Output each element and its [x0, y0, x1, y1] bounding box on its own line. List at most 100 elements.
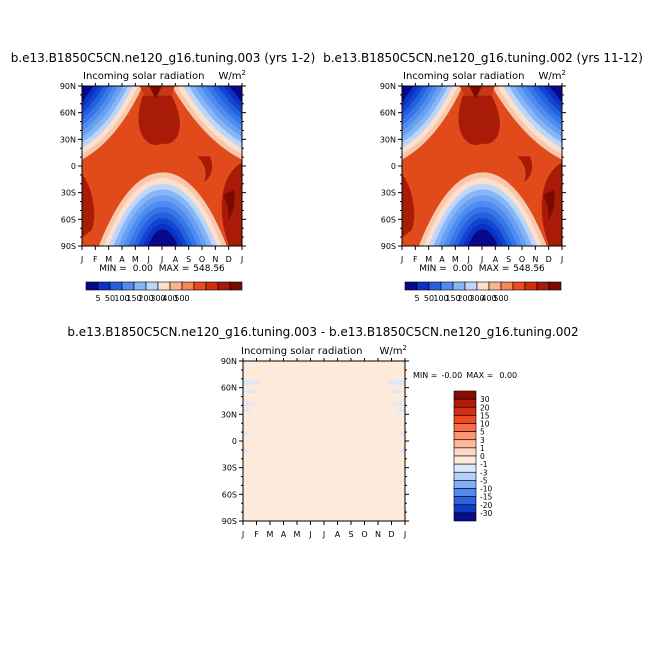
panel-2-colorbar-swatch	[524, 281, 538, 291]
panel-2-colorbar-swatch	[512, 281, 526, 291]
panel-3-x-tick-label: J	[241, 530, 244, 539]
panel-3-x-tick-label: N	[375, 530, 381, 539]
panel-2-plot-area	[402, 86, 562, 246]
panel-1-colorbar-swatch	[157, 281, 171, 291]
panel-3-units: W/m2	[380, 344, 407, 357]
panel-3-colorbar-swatch	[453, 406, 477, 416]
panel-3-x-tick-label: J	[308, 530, 311, 539]
panel-1-colorbar-swatch	[169, 281, 183, 291]
panel-1-colorbar-swatch	[193, 281, 207, 291]
panel-3-colorbar-swatch	[453, 512, 477, 522]
panel-3-contour-fill	[388, 380, 405, 385]
panel-3-contour-fill	[243, 409, 252, 413]
panel-2-colorbar-label: 200	[457, 294, 472, 303]
panel-2-x-tick-label: D	[546, 255, 552, 264]
panel-3-plot-area	[243, 361, 405, 521]
panel-2-colorbar-swatch	[476, 281, 490, 291]
panel-1-x-tick-label: F	[93, 255, 98, 264]
panel-1-contour-fill	[149, 86, 162, 99]
panel-1-y-tick-label: 30N	[60, 135, 76, 144]
panel-1-colorbar-label: 400	[162, 294, 177, 303]
panel-1-colorbar-label: 500	[174, 294, 189, 303]
panel-3-contour-fill	[243, 380, 260, 385]
panel-3-colorbar-swatch	[453, 463, 477, 473]
panel-2-x-tick-label: N	[532, 255, 538, 264]
panel-2-contour-fill	[458, 95, 500, 145]
panel-3-colorbar-swatch	[453, 504, 477, 514]
panel-1-colorbar-label: 150	[126, 294, 141, 303]
panel-3-colorbar-label: 20	[480, 403, 490, 412]
panel-3-y-tick-label: 90S	[222, 517, 237, 526]
panel-2-y-tick-label: 90S	[381, 242, 396, 251]
panel-1-x-tick-label: J	[80, 255, 83, 264]
panel-2-contour-fill	[469, 86, 482, 99]
panel-1-colorbar-label: 50	[105, 294, 115, 303]
panel-1-x-tick-label: A	[119, 255, 125, 264]
panel-1-colorbar-swatch	[85, 281, 99, 291]
panel-1-colorbar-swatch	[109, 281, 123, 291]
panel-1-colorbar-swatch	[97, 281, 111, 291]
panel-2-colorbar-swatch	[416, 281, 430, 291]
panel-2-colorbar-swatch	[404, 281, 418, 291]
panel-3-y-tick-label: 30N	[221, 410, 237, 419]
panel-2-y-tick-label: 0	[391, 162, 396, 171]
panel-2-y-tick-label: 90N	[380, 82, 396, 91]
panel-3-colorbar-swatch	[453, 415, 477, 424]
panel-1-contour-fill	[222, 190, 235, 222]
panel-1-colorbar-label: 5	[95, 294, 100, 303]
panel-3-colorbar-swatch	[453, 471, 477, 481]
panel-1-x-tick-label: M	[105, 255, 112, 264]
panel-3-colorbar-label: 0	[480, 452, 485, 461]
panel-3-colorbar-swatch	[453, 439, 477, 449]
panel-2-contour-fill	[542, 190, 555, 222]
panel-2-contour-fill	[517, 156, 533, 182]
panel-1-x-tick-label: S	[186, 255, 191, 264]
panel-2-colorbar-swatch	[440, 281, 454, 291]
panel-1-colorbar-swatch	[205, 281, 219, 291]
panel-3-x-tick-label: S	[348, 530, 353, 539]
panel-2-x-tick-label: M	[425, 255, 432, 264]
panel-3-stats: MIN = -0.00 MAX = 0.00	[413, 371, 517, 380]
panel-2-contour-fill	[402, 174, 415, 238]
panel-3-contour-fill	[400, 449, 405, 453]
panel-3-colorbar-label: -10	[480, 485, 492, 494]
panel-3-colorbar-label: -3	[480, 468, 488, 477]
panel-3-title: b.e13.B1850C5CN.ne120_g16.tuning.003 - b…	[67, 325, 578, 339]
panel-3-x-tick-label: A	[335, 530, 341, 539]
panel-1-colorbar-swatch	[181, 281, 195, 291]
panel-3-colorbar-swatch	[453, 455, 477, 465]
panel-3-y-tick-label: 60S	[222, 490, 237, 499]
panel-2-colorbar-label: 400	[481, 294, 496, 303]
panel-3-x-tick-label: M	[294, 530, 301, 539]
panel-3-y-tick-label: 60N	[221, 384, 237, 393]
panel-2-colorbar-swatch	[500, 281, 514, 291]
panel-3-colorbar-swatch	[453, 423, 477, 432]
panel-1-contour-fill	[138, 95, 180, 145]
panel-3-colorbar-label: -5	[480, 476, 488, 485]
panel-2-colorbar-label: 50	[424, 294, 434, 303]
panel-1-x-tick-label: N	[212, 255, 218, 264]
panel-1-y-tick-label: 90N	[60, 82, 76, 91]
panel-3-colorbar-swatch	[453, 447, 477, 457]
panel-2-y-tick-label: 30N	[380, 135, 396, 144]
panel-3-contour-fill	[243, 431, 250, 435]
panel-2-y-tick-label: 60S	[381, 215, 396, 224]
panel-3-contour-fill	[243, 402, 255, 406]
panel-1-plot-area	[82, 86, 242, 246]
panel-1-contour-fill	[147, 229, 178, 246]
panel-1-x-tick-label: J	[240, 255, 243, 264]
panel-3-colorbar-swatch	[453, 390, 477, 400]
panel-1-colorbar-swatch	[121, 281, 135, 291]
panel-3-y-tick-label: 30S	[222, 464, 237, 473]
panel-1-x-tick-label: J	[146, 255, 149, 264]
panel-1-contour-fill	[228, 86, 242, 103]
panel-3-background-fill	[243, 361, 405, 521]
panel-2-subtitle: Incoming solar radiation	[403, 71, 524, 82]
panel-1-colorbar-label: 300	[150, 294, 165, 303]
panel-3-colorbar-swatch	[453, 398, 477, 408]
panel-3-colorbar-label: 30	[480, 395, 490, 404]
panel-3-x-tick-label: J	[403, 530, 406, 539]
panel-2-y-tick-label: 60N	[380, 109, 396, 118]
panel-1-contour-fill	[82, 86, 94, 103]
